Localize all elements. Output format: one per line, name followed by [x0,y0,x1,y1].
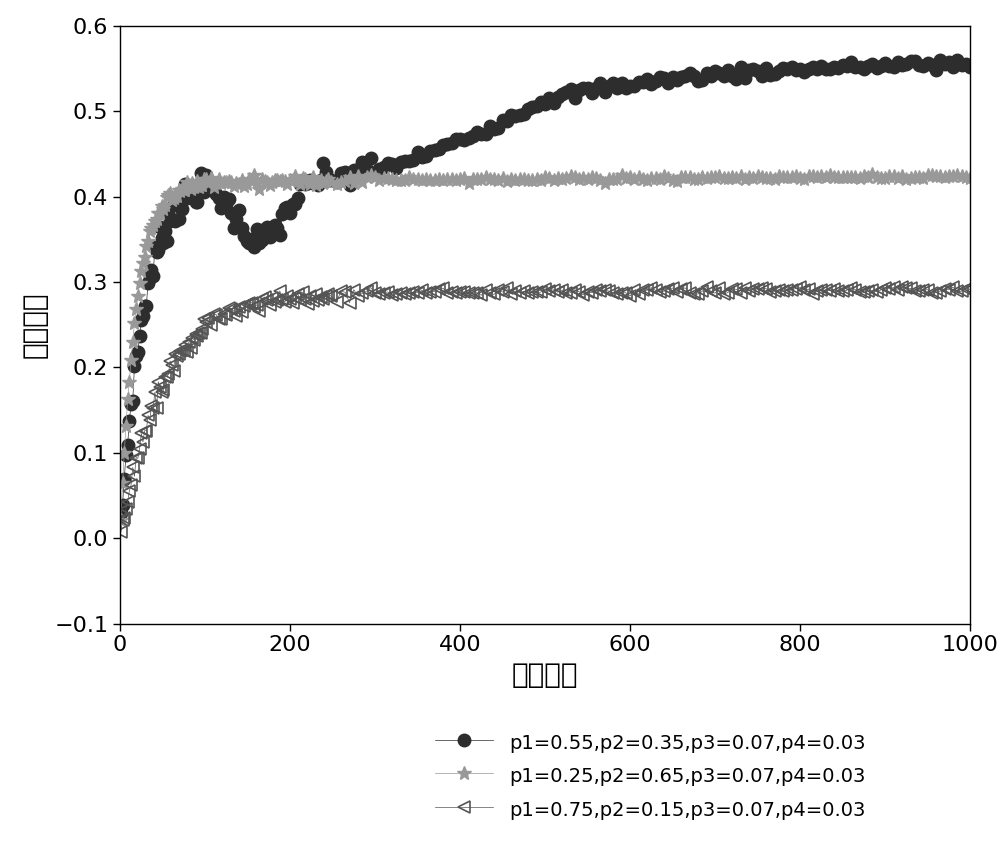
p1=0.25,p2=0.65,p3=0.07,p4=0.03 [344,172,356,183]
p1=0.25,p2=0.65,p3=0.07,p4=0.03 [115,514,127,525]
p1=0.55,p2=0.35,p3=0.07,p4=0.03 [331,177,343,187]
p1=0.25,p2=0.65,p3=0.07,p4=0.03 [637,173,649,184]
p1=0.55,p2=0.35,p3=0.07,p4=0.03 [637,77,649,87]
p1=0.25,p2=0.65,p3=0.07,p4=0.03 [331,178,343,189]
Line: p1=0.75,p2=0.15,p3=0.07,p4=0.03: p1=0.75,p2=0.15,p3=0.07,p4=0.03 [115,281,976,539]
p1=0.75,p2=0.15,p3=0.07,p4=0.03 [115,527,127,538]
Legend: p1=0.55,p2=0.35,p3=0.07,p4=0.03, p1=0.25,p2=0.65,p3=0.07,p4=0.03, p1=0.75,p2=0.1: p1=0.55,p2=0.35,p3=0.07,p4=0.03, p1=0.25… [427,723,873,829]
X-axis label: 仿真步长: 仿真步长 [512,661,578,688]
p1=0.75,p2=0.15,p3=0.07,p4=0.03 [518,286,530,296]
p1=0.55,p2=0.35,p3=0.07,p4=0.03 [922,58,934,68]
p1=0.75,p2=0.15,p3=0.07,p4=0.03 [331,296,343,307]
p1=0.25,p2=0.65,p3=0.07,p4=0.03 [964,173,976,184]
p1=0.55,p2=0.35,p3=0.07,p4=0.03 [344,179,356,190]
p1=0.55,p2=0.35,p3=0.07,p4=0.03 [185,189,197,199]
p1=0.75,p2=0.15,p3=0.07,p4=0.03 [344,298,356,308]
p1=0.55,p2=0.35,p3=0.07,p4=0.03 [115,508,127,519]
p1=0.75,p2=0.15,p3=0.07,p4=0.03 [185,343,197,353]
p1=0.25,p2=0.65,p3=0.07,p4=0.03 [185,184,197,194]
p1=0.75,p2=0.15,p3=0.07,p4=0.03 [964,284,976,294]
p1=0.75,p2=0.15,p3=0.07,p4=0.03 [926,288,938,298]
p1=0.55,p2=0.35,p3=0.07,p4=0.03 [964,62,976,73]
Line: p1=0.55,p2=0.35,p3=0.07,p4=0.03: p1=0.55,p2=0.35,p3=0.07,p4=0.03 [115,54,976,520]
p1=0.25,p2=0.65,p3=0.07,p4=0.03 [926,170,938,180]
p1=0.75,p2=0.15,p3=0.07,p4=0.03 [794,282,806,293]
Y-axis label: 聚集系数: 聚集系数 [21,292,49,358]
p1=0.55,p2=0.35,p3=0.07,p4=0.03 [518,108,530,119]
p1=0.25,p2=0.65,p3=0.07,p4=0.03 [866,169,878,179]
p1=0.25,p2=0.65,p3=0.07,p4=0.03 [518,174,530,184]
Line: p1=0.25,p2=0.65,p3=0.07,p4=0.03: p1=0.25,p2=0.65,p3=0.07,p4=0.03 [114,167,977,527]
p1=0.75,p2=0.15,p3=0.07,p4=0.03 [637,285,649,295]
p1=0.55,p2=0.35,p3=0.07,p4=0.03 [951,55,963,65]
